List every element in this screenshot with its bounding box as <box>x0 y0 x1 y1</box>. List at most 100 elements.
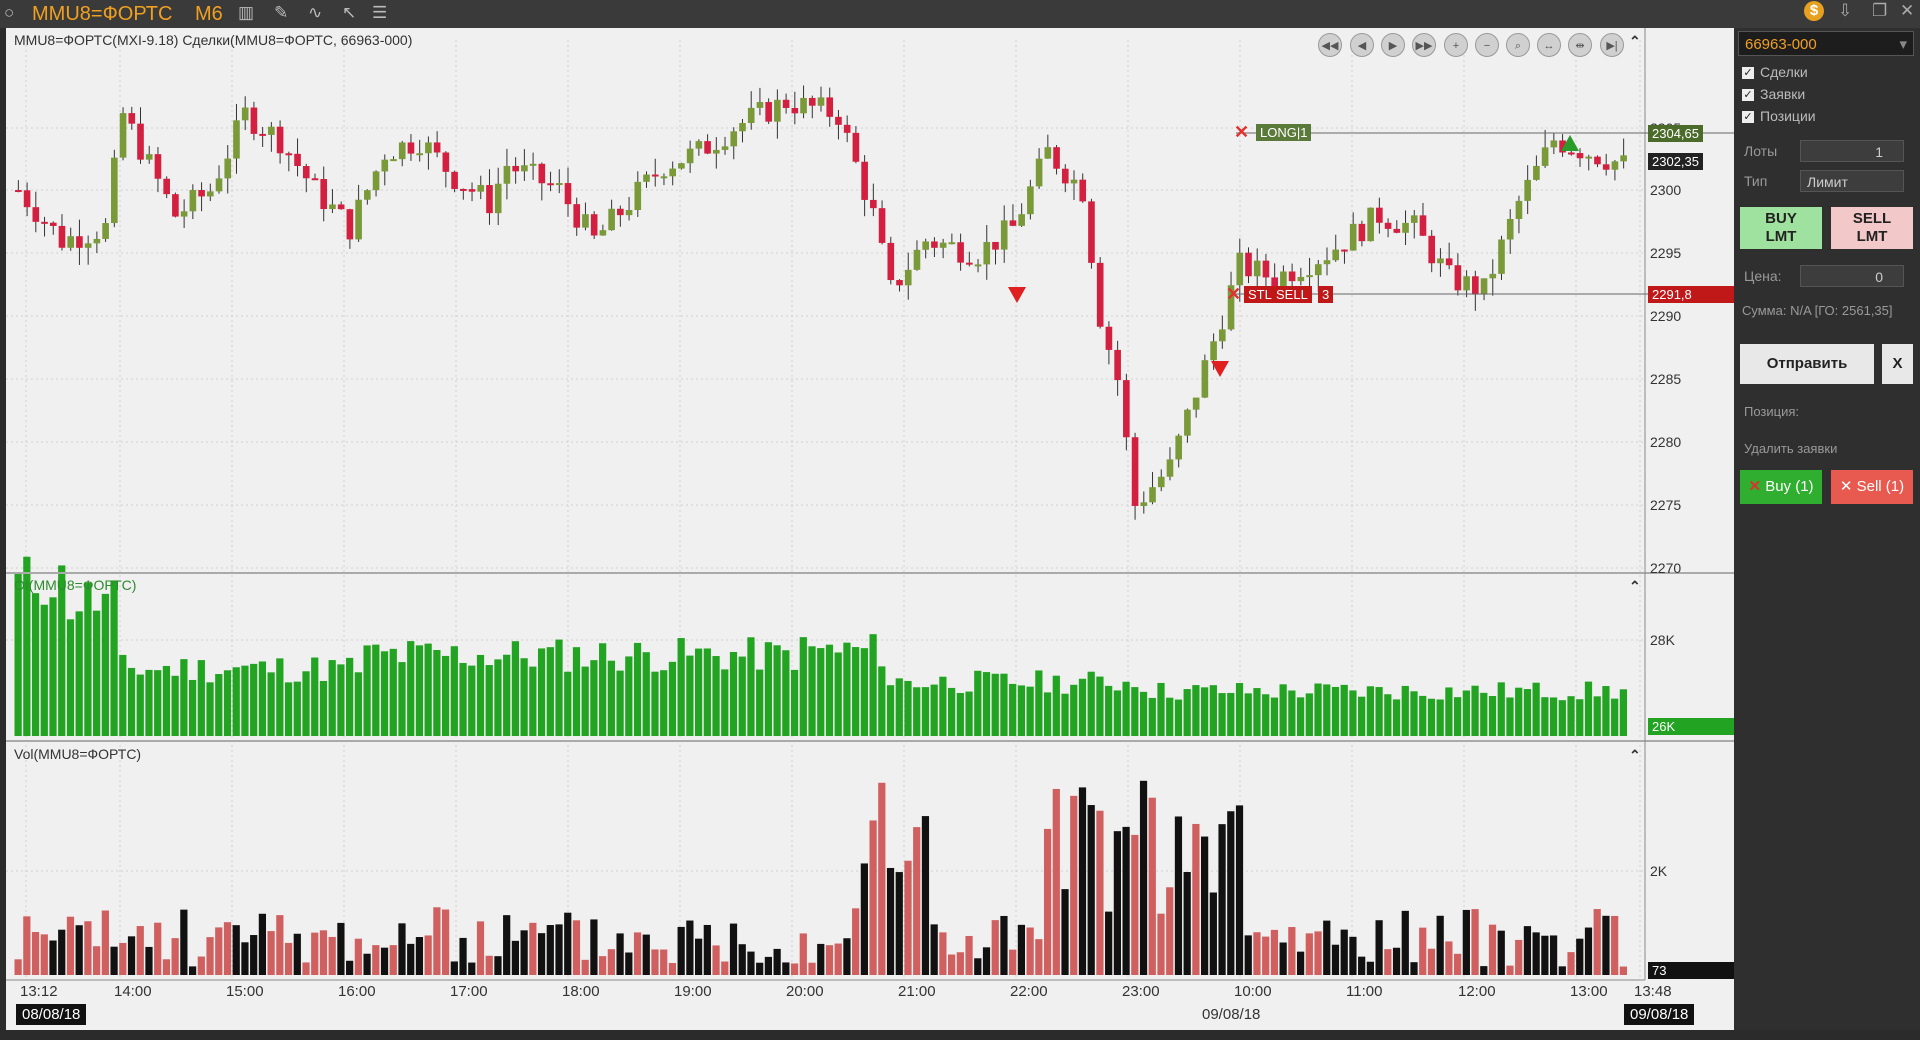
oi-bar <box>1401 685 1409 736</box>
candle-body <box>686 148 694 164</box>
candle-body <box>1410 215 1418 223</box>
oi-bar <box>1087 671 1095 736</box>
coin-icon[interactable]: $ <box>1804 1 1824 21</box>
collapse-oi-pane-icon[interactable]: ⌃ <box>1629 578 1641 594</box>
oi-bar <box>1070 684 1078 736</box>
volume-bar <box>1296 951 1305 975</box>
long-position-label[interactable]: LONG|1 <box>1256 124 1312 141</box>
volume-bar <box>380 947 389 975</box>
volume-bar <box>1244 935 1252 975</box>
candle-body <box>582 214 589 228</box>
candle-body <box>1000 220 1008 250</box>
candle-body <box>992 241 999 250</box>
candle-body <box>590 214 598 236</box>
volume-bar <box>1471 909 1479 975</box>
volume-bar <box>1619 966 1627 975</box>
lots-input[interactable]: 1 <box>1800 140 1904 162</box>
step-back-button[interactable]: ◀ <box>1350 33 1374 57</box>
pencil-icon[interactable]: ✎ <box>274 3 289 22</box>
oi-bar <box>1584 681 1593 736</box>
candle-body <box>477 185 485 192</box>
oi-bar <box>354 672 362 736</box>
candle-body <box>1332 249 1340 261</box>
oi-bar <box>267 672 275 736</box>
send-order-button[interactable]: Отправить <box>1740 344 1874 384</box>
sell-limit-button[interactable]: SELL LMT <box>1831 207 1913 249</box>
stl-label[interactable]: STL <box>1244 286 1276 303</box>
candle-body <box>983 241 991 265</box>
oi-bar <box>756 669 764 736</box>
pin-icon[interactable]: ⇩ <box>1838 1 1853 20</box>
oi-bar <box>1270 697 1279 736</box>
volume-bar <box>1340 929 1348 975</box>
x-tick: 16:00 <box>338 983 376 1000</box>
account-select[interactable]: 66963-000 ▾ <box>1738 31 1914 56</box>
go-end-button[interactable]: ▶| <box>1600 33 1624 57</box>
cancel-stop-icon[interactable]: ✕ <box>1226 284 1242 304</box>
volume-bar <box>206 937 214 975</box>
order-qty-label[interactable]: 3 <box>1318 286 1334 303</box>
oi-bar <box>886 685 895 736</box>
symbol-title[interactable]: MMU8=ФОРТС <box>32 3 173 25</box>
oi-bar <box>1201 687 1209 736</box>
checkbox-trades[interactable]: ✓ Сделки <box>1742 64 1808 80</box>
volume-bar <box>520 930 528 975</box>
step-forward-button[interactable]: ▶ <box>1381 33 1405 57</box>
candle-body <box>1419 215 1427 236</box>
oi-bar <box>293 681 301 736</box>
candle-body <box>145 154 153 160</box>
candles-icon[interactable]: ▥ <box>238 3 255 22</box>
fast-backward-button[interactable]: ◀◀ <box>1318 33 1342 57</box>
volume-bar <box>1105 911 1113 975</box>
checkbox-orders[interactable]: ✓ Заявки <box>1742 86 1805 102</box>
expand-h-button[interactable]: ↔ <box>1537 33 1561 57</box>
oi-bar <box>1305 693 1313 736</box>
order-type-select[interactable]: Лимит <box>1800 170 1904 192</box>
oi-bar <box>459 662 467 736</box>
zoom-in-button[interactable]: + <box>1444 33 1468 57</box>
candle-body <box>529 163 537 166</box>
oi-bar <box>232 667 240 736</box>
clear-button[interactable]: X <box>1882 344 1913 384</box>
candle-body <box>1192 397 1200 410</box>
restore-icon[interactable]: ❐ <box>1872 1 1888 20</box>
sell-order-label[interactable]: SELL <box>1272 286 1312 303</box>
x-tick: 13:12 <box>20 983 58 1000</box>
zoom-fit-button[interactable]: ⌕ <box>1506 33 1530 57</box>
cursor-icon[interactable]: ↖ <box>342 3 357 22</box>
volume-bar <box>84 921 92 975</box>
oi-bar <box>956 692 964 736</box>
oi-bar <box>188 679 197 736</box>
delete-orders-link[interactable]: Удалить заявки <box>1744 441 1838 456</box>
layout-icon[interactable]: ☰ <box>372 3 388 22</box>
cancel-long-icon[interactable]: ✕ <box>1234 122 1250 142</box>
oi-bar <box>537 648 546 736</box>
fast-forward-button[interactable]: ▶▶ <box>1412 33 1436 57</box>
price-input[interactable]: 0 <box>1800 265 1904 287</box>
oi-bar <box>1427 698 1436 736</box>
oi-bar <box>14 572 22 736</box>
close-icon: ✕ <box>1839 478 1857 495</box>
candle-body <box>111 157 118 224</box>
candle-body <box>364 190 371 200</box>
collapse-vol-pane-icon[interactable]: ⌃ <box>1629 747 1641 763</box>
collapse-price-pane-icon[interactable]: ⌃ <box>1629 33 1641 49</box>
volume-bar <box>773 948 781 975</box>
timeframe-label[interactable]: M6 <box>195 3 223 25</box>
compress-h-button[interactable]: ⇹ <box>1568 33 1592 57</box>
volume-bar <box>1419 927 1427 975</box>
oi-bar <box>1619 689 1627 736</box>
close-icon[interactable]: ✕ <box>1900 1 1915 20</box>
indicator-icon[interactable]: ∿ <box>308 3 323 22</box>
oi-bar <box>206 682 214 736</box>
close-buy-button[interactable]: ✕ Buy (1) <box>1740 470 1822 504</box>
close-sell-button[interactable]: ✕ Sell (1) <box>1831 470 1913 504</box>
circle-icon[interactable]: ○ <box>4 3 15 22</box>
candle-body <box>791 108 799 114</box>
candle-body <box>407 142 415 154</box>
volume-bar <box>503 915 511 975</box>
checkbox-positions[interactable]: ✓ Позиции <box>1742 108 1816 124</box>
zoom-out-button[interactable]: − <box>1475 33 1499 57</box>
buy-limit-button[interactable]: BUY LMT <box>1740 207 1822 249</box>
